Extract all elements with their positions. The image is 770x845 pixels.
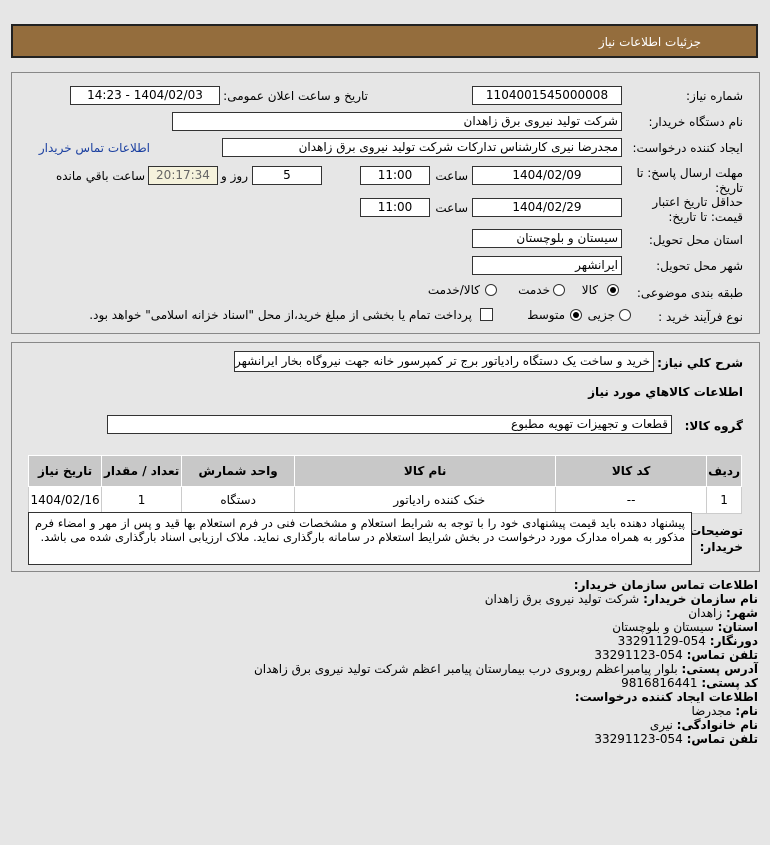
- category-option-service: خدمت: [518, 283, 550, 297]
- category-radio-goods-service[interactable]: [485, 284, 497, 296]
- creator-phone-label: تلفن تماس:: [686, 732, 758, 746]
- announce-field: 1404/02/03 - 14:23: [70, 86, 220, 105]
- days-label: روز و: [221, 169, 248, 183]
- category-option-goods-service: کالا/خدمت: [427, 283, 480, 297]
- city-field: ایرانشهر: [472, 256, 622, 275]
- cell-name: خنک کننده رادیاتور: [294, 486, 557, 514]
- family-value: نیری: [649, 718, 673, 732]
- category-label: طبقه بندی موضوعی:: [636, 286, 743, 300]
- province-label: استان محل تحویل:: [648, 233, 743, 247]
- need-number-label: شماره نیاز:: [686, 89, 743, 103]
- contact-city-label: شهر:: [726, 606, 758, 620]
- col-code: کد کالا: [555, 455, 708, 487]
- treasury-payment-checkbox[interactable]: [480, 308, 493, 321]
- contact-province-label: استان:: [717, 620, 758, 634]
- address-value: بلوار پیامبراعظم روبروی درب بیمارستان پی…: [253, 662, 678, 676]
- col-unit: واحد شمارش: [181, 455, 296, 487]
- cell-date: 1404/02/16: [27, 486, 103, 514]
- remaining-label: ساعت باقي مانده: [55, 169, 145, 183]
- postal-value: 9816816441: [621, 676, 698, 690]
- phone-label: تلفن تماس:: [686, 648, 758, 662]
- deadline-time-label: ساعت: [435, 169, 468, 183]
- table-row: 1 -- خنک کننده رادیاتور دستگاه 1 1404/02…: [27, 486, 742, 514]
- goods-group-label: گروه کالا:: [684, 419, 743, 433]
- buyer-contact-link[interactable]: اطلاعات تماس خریدار: [38, 141, 150, 155]
- contact-info: اطلاعات تماس سازمان خریدار: نام سازمان خ…: [18, 578, 758, 746]
- deadline-time-field: 11:00: [360, 166, 430, 185]
- col-qty: تعداد / مقدار: [101, 455, 183, 487]
- deadline-label-2: تاریخ:: [715, 181, 743, 195]
- deadline-label: مهلت ارسال پاسخ: تا: [636, 166, 743, 180]
- creator-info-title: اطلاعات ایجاد کننده درخواست:: [574, 690, 758, 704]
- page-title: جزئیات اطلاعات نیاز: [598, 35, 701, 49]
- family-label: نام خانوادگی:: [676, 718, 758, 732]
- page-header: جزئیات اطلاعات نیاز: [11, 24, 758, 58]
- cell-qty: 1: [101, 486, 183, 514]
- name-label: نام:: [735, 704, 758, 718]
- category-radio-goods[interactable]: [607, 284, 619, 296]
- contact-city-value: زاهدان: [688, 606, 723, 620]
- fax-label: دورنگار:: [709, 634, 758, 648]
- col-date: تاریخ نیاز: [27, 455, 103, 487]
- process-radio-minor[interactable]: [619, 309, 631, 321]
- process-radio-medium[interactable]: [570, 309, 582, 321]
- category-option-goods: کالا: [581, 283, 598, 297]
- validity-date-field: 1404/02/29: [472, 198, 622, 217]
- treasury-payment-note: پرداخت تمام یا بخشی از مبلغ خرید،از محل …: [89, 308, 472, 322]
- validity-label-2: قیمت: تا تاریخ:: [668, 210, 743, 224]
- cell-code: --: [555, 486, 708, 514]
- org-value: شرکت تولید نیروی برق زاهدان: [484, 592, 640, 606]
- goods-group-field: قطعات و تجهیزات تهویه مطبوع: [107, 415, 672, 434]
- creator-label: ایجاد کننده درخواست:: [632, 141, 743, 155]
- summary-field: خرید و ساخت یک دستگاه رادیاتور برج تر کم…: [234, 351, 654, 372]
- process-option-minor: جزیی: [587, 308, 615, 322]
- announce-label: تاریخ و ساعت اعلان عمومی:: [223, 89, 368, 103]
- postal-label: کد پستی:: [701, 676, 758, 690]
- goods-section-title: اطلاعات کالاهاي مورد نیاز: [588, 385, 743, 399]
- contact-title: اطلاعات تماس سازمان خریدار:: [573, 578, 758, 592]
- goods-table: ردیف کد کالا نام کالا واحد شمارش تعداد /…: [27, 455, 742, 514]
- fax-value: 054-33291129: [617, 634, 706, 648]
- cell-row: 1: [706, 486, 742, 514]
- validity-time-label: ساعت: [435, 201, 468, 215]
- process-option-medium: متوسط: [527, 308, 565, 322]
- summary-label: شرح کلي نیاز:: [657, 356, 743, 370]
- notes-label: توضیحات: [689, 524, 743, 538]
- creator-phone-value: 054-33291123: [594, 732, 683, 746]
- org-label: نام سازمان خریدار:: [643, 592, 758, 606]
- buyer-notes: پیشنهاد دهنده باید قیمت پیشنهادی خود را …: [28, 512, 692, 565]
- col-row: ردیف: [706, 455, 742, 487]
- cell-unit: دستگاه: [181, 486, 296, 514]
- buyer-label: نام دستگاه خریدار:: [648, 115, 744, 129]
- notes-label-2: خریدار:: [699, 540, 743, 554]
- category-radio-service[interactable]: [553, 284, 565, 296]
- phone-value: 054-33291123: [594, 648, 683, 662]
- table-header-row: ردیف کد کالا نام کالا واحد شمارش تعداد /…: [27, 455, 742, 487]
- buyer-field: شرکت تولید نیروی برق زاهدان: [172, 112, 622, 131]
- validity-time-field: 11:00: [360, 198, 430, 217]
- remaining-time-field: 20:17:34: [148, 166, 218, 185]
- need-number-field: 1104001545000008: [472, 86, 622, 105]
- creator-field: مجدرضا نیری کارشناس تدارکات شرکت تولید ن…: [222, 138, 622, 157]
- col-name: نام کالا: [294, 455, 557, 487]
- name-value: مجدرضا: [691, 704, 732, 718]
- contact-province-value: سیستان و بلوچستان: [612, 620, 714, 634]
- validity-label: حداقل تاریخ اعتبار: [652, 195, 743, 209]
- process-label: نوع فرآیند خرید :: [658, 310, 743, 324]
- deadline-date-field: 1404/02/09: [472, 166, 622, 185]
- days-field: 5: [252, 166, 322, 185]
- address-label: آدرس پستی:: [681, 662, 758, 676]
- city-label: شهر محل تحویل:: [656, 259, 743, 273]
- province-field: سیستان و بلوچستان: [472, 229, 622, 248]
